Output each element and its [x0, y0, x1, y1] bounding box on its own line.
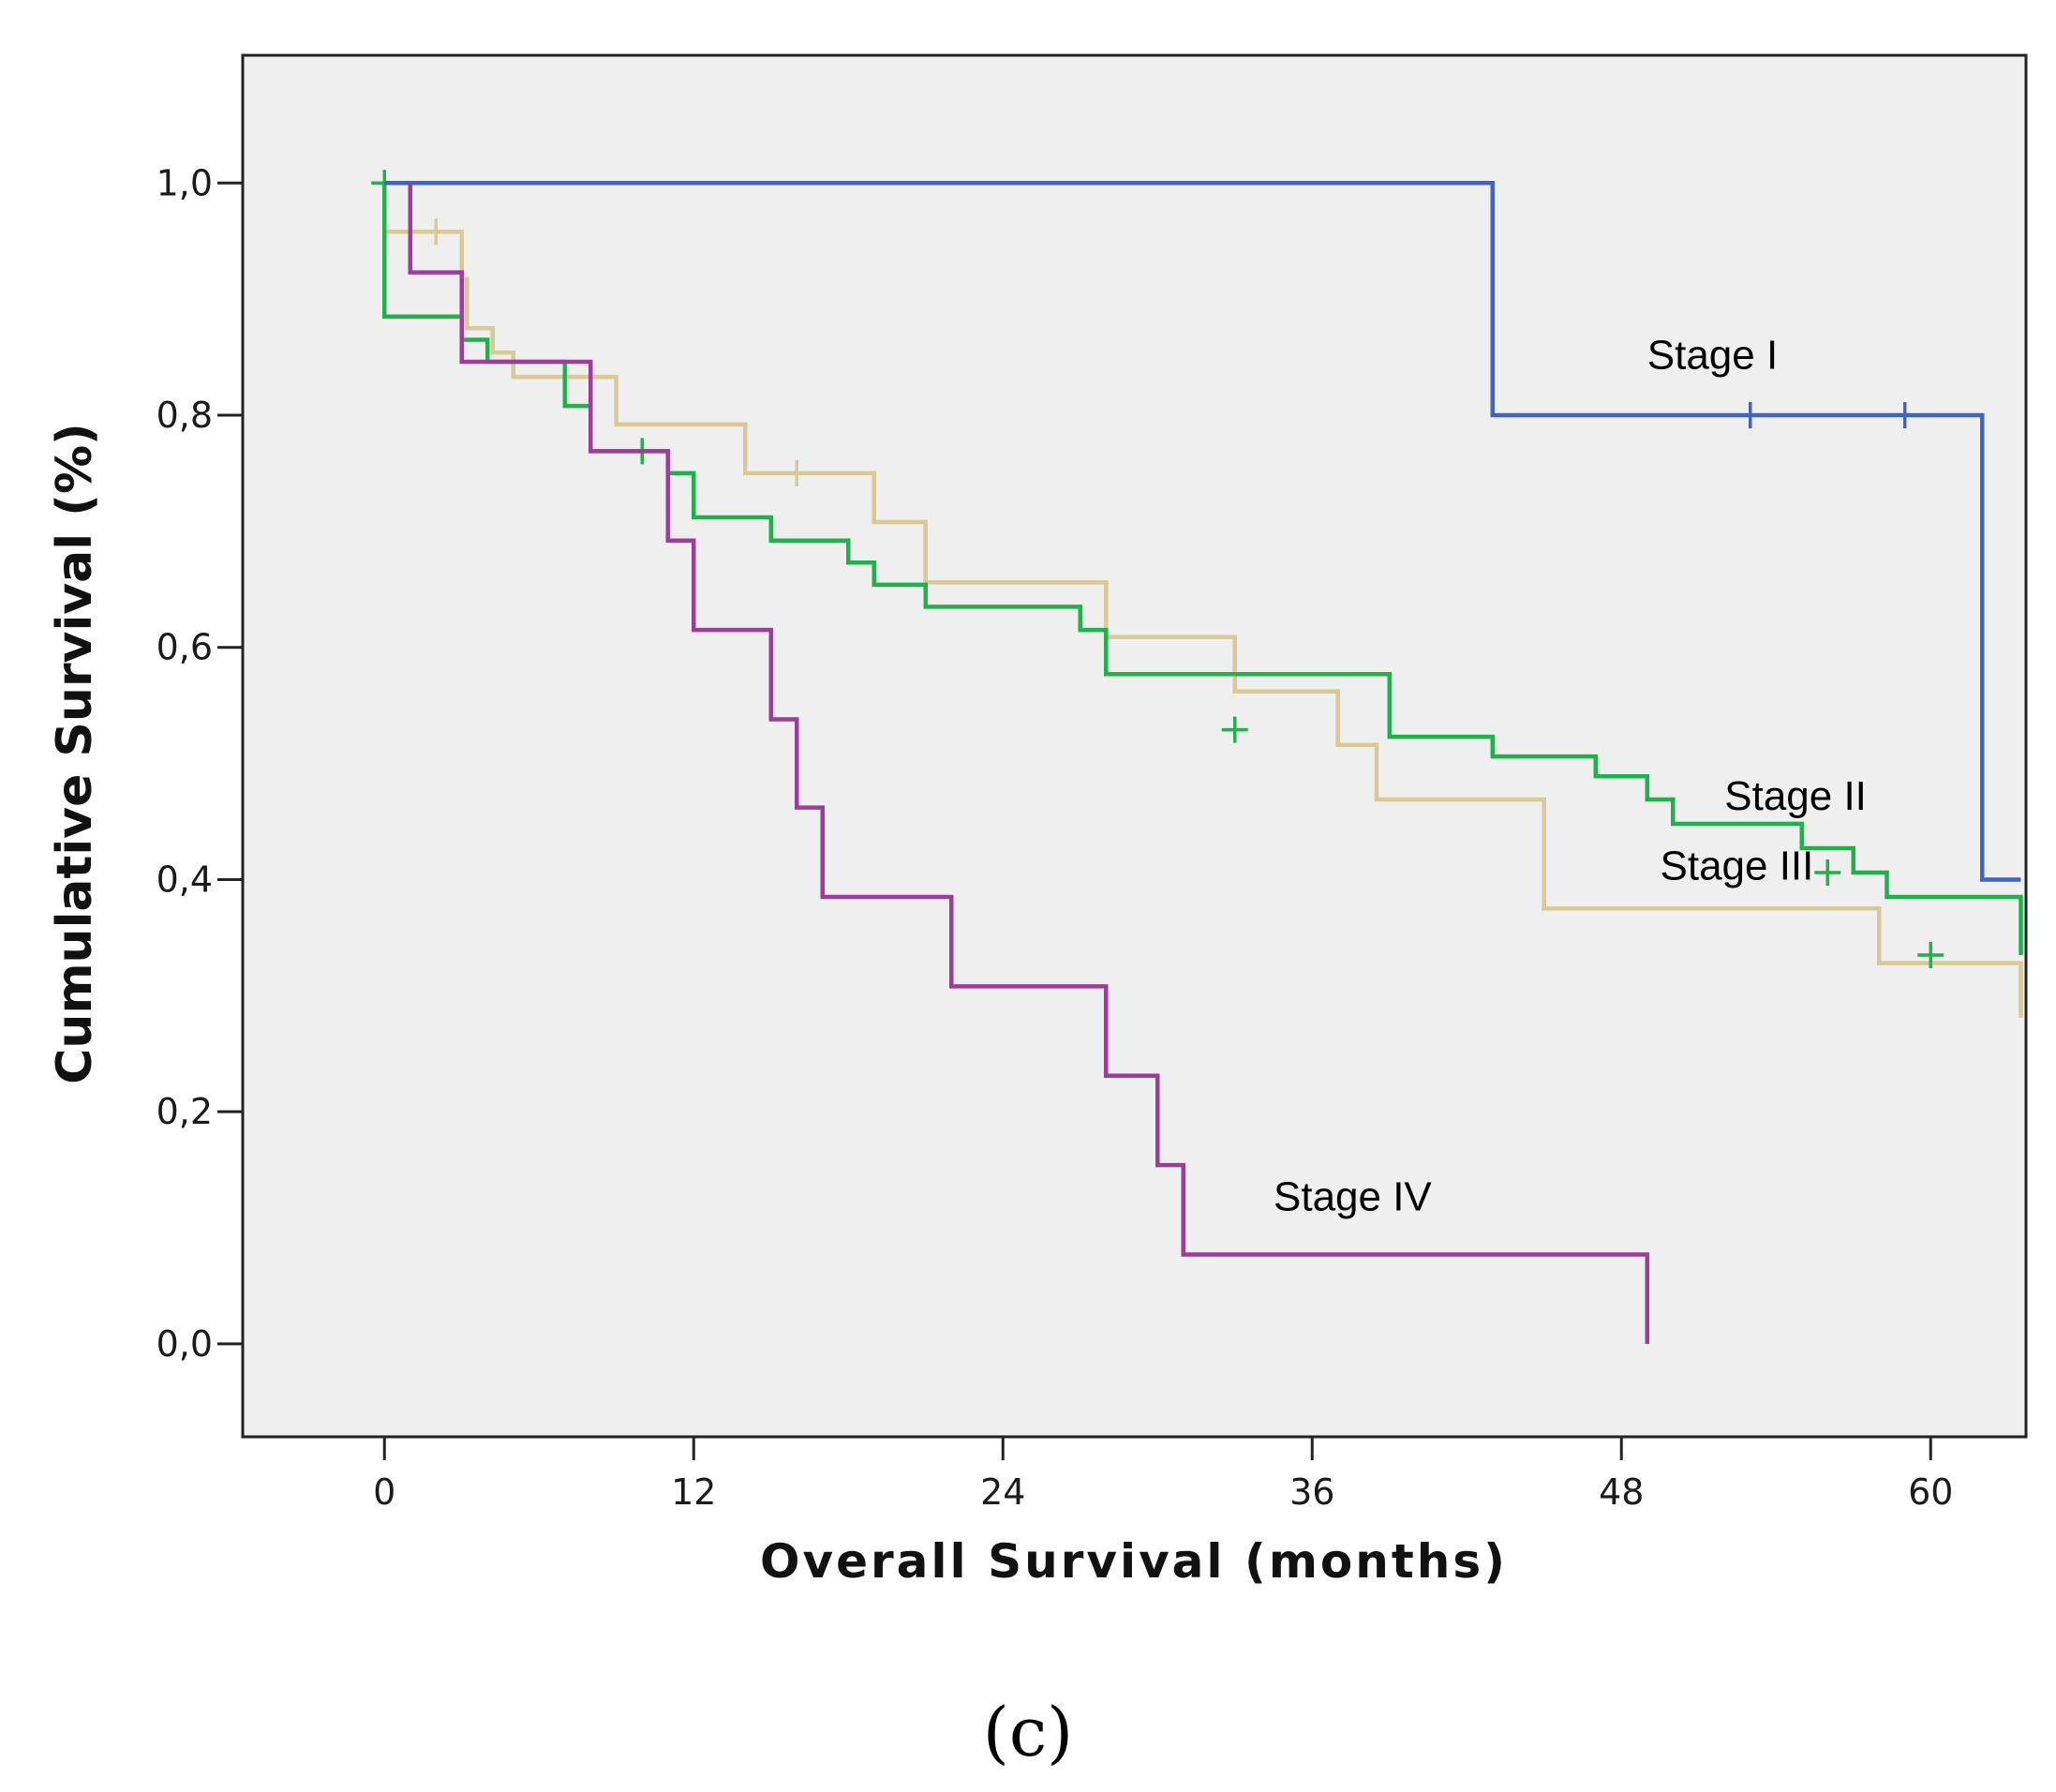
censor-mark-stage-i [1736, 401, 1764, 428]
y-tick-label: 0,0 [156, 1323, 213, 1365]
censor-mark-stage-i [1891, 401, 1918, 428]
y-tick-label: 0,4 [156, 859, 213, 900]
x-tick-label: 36 [1289, 1471, 1334, 1513]
censor-mark-stage-ii [1814, 859, 1841, 887]
x-axis: 0 12 24 36 48 60 [373, 1437, 1953, 1513]
panel-label: (c) [983, 1693, 1074, 1771]
series-line-stage-iv [408, 183, 1649, 1344]
x-tick-label: 60 [1908, 1471, 1953, 1513]
x-tick-label: 0 [373, 1471, 395, 1513]
series-layer [371, 170, 2023, 1344]
censor-mark-stage-iii [423, 218, 450, 246]
x-tick-label: 24 [980, 1471, 1025, 1513]
y-tick-label: 0,6 [156, 627, 213, 668]
x-axis-title: Overall Survival (months) [760, 1534, 1508, 1589]
x-tick-label: 48 [1599, 1471, 1644, 1513]
y-tick-label: 1,0 [156, 162, 213, 203]
censor-mark-stage-ii [1221, 716, 1248, 743]
series-label-stage-ii: Stage II [1724, 773, 1867, 819]
y-axis: 0,0 0,2 0,4 0,6 0,8 1,0 [156, 162, 243, 1365]
y-axis-title: Cumulative Survival (%) [47, 423, 103, 1084]
censor-mark-stage-ii [1917, 941, 1944, 968]
series-label-stage-i: Stage I [1647, 332, 1778, 378]
y-tick-label: 0,8 [156, 395, 213, 436]
series-label-stage-iii: Stage III [1661, 843, 1814, 889]
series-line-stage-ii [382, 183, 2023, 955]
y-tick-label: 0,2 [156, 1091, 213, 1132]
series-label-layer: Stage III Stage II Stage I Stage IV [1274, 332, 1867, 1219]
censor-mark-stage-iii [783, 459, 811, 486]
series-label-stage-iv: Stage IV [1274, 1173, 1432, 1219]
x-tick-label: 12 [671, 1471, 716, 1513]
series-line-stage-iii [382, 183, 2023, 1018]
plot-area [241, 53, 2028, 1439]
